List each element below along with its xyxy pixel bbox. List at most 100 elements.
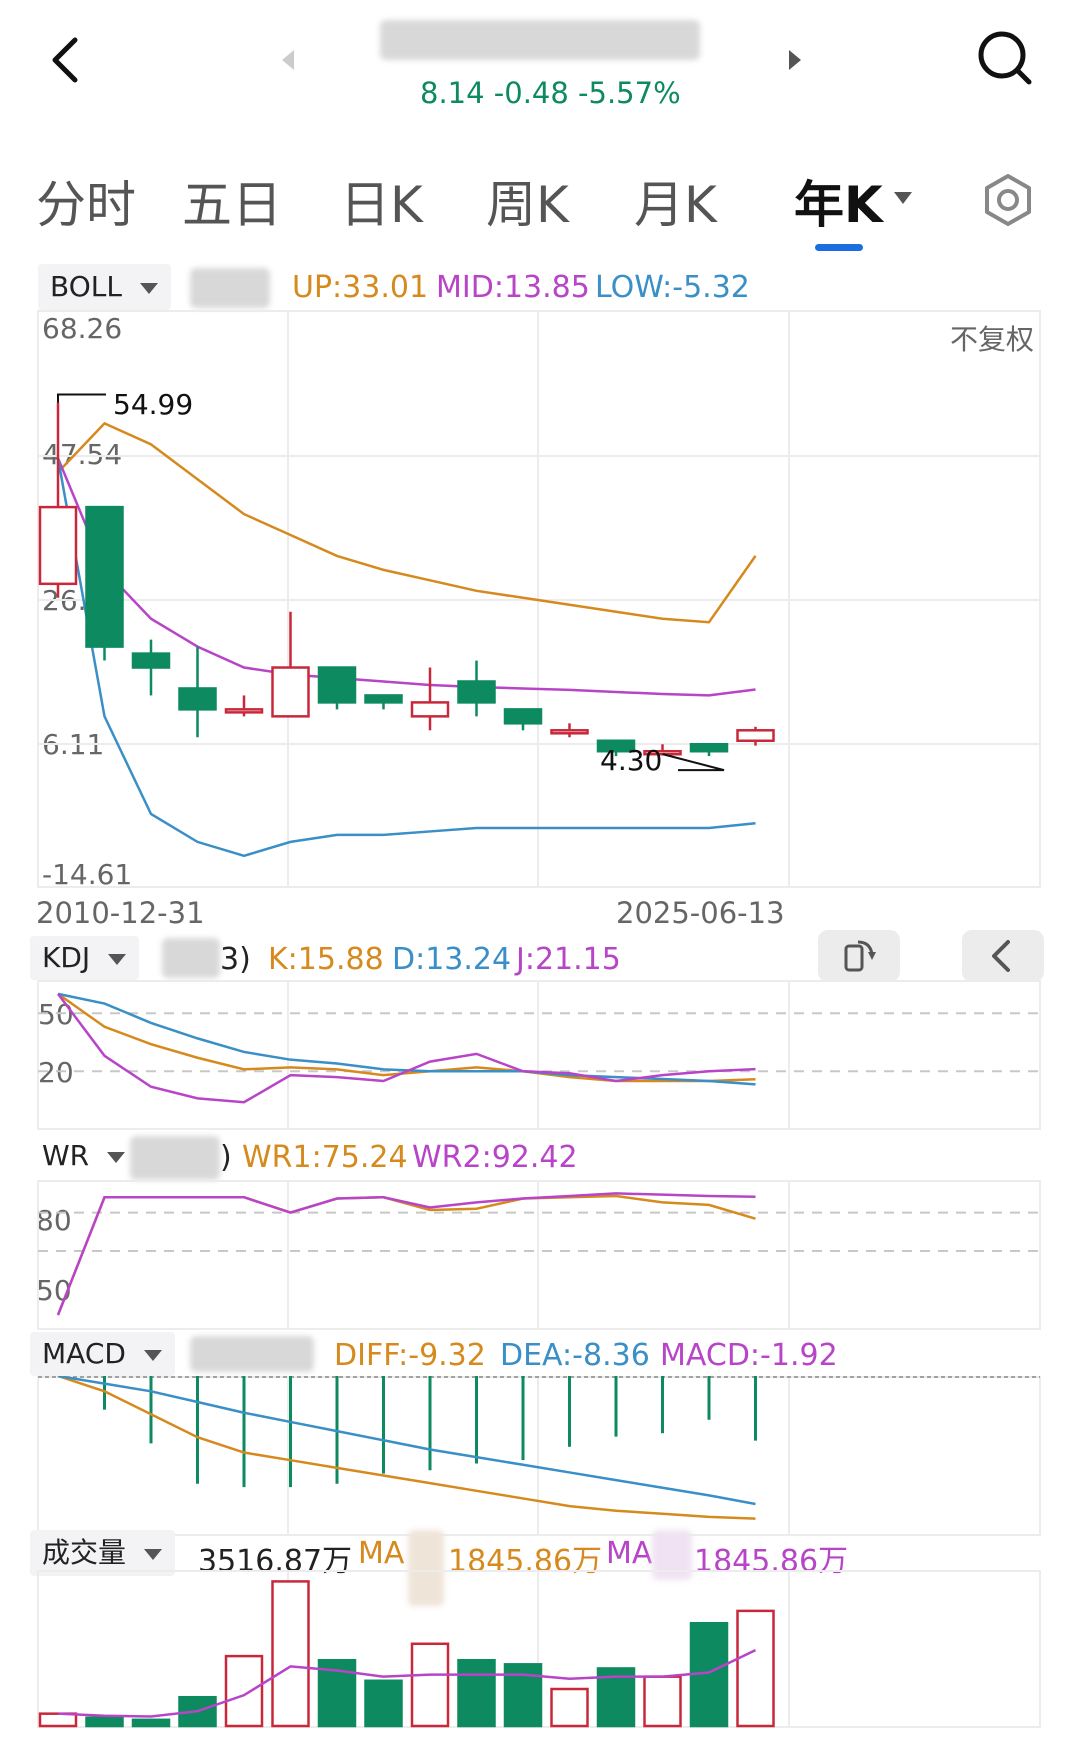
candle-body — [271, 666, 310, 718]
back-arrow-icon — [52, 37, 78, 83]
wr-y1: 80 — [36, 1204, 72, 1237]
volume-title: 成交量 — [42, 1536, 127, 1569]
kdj-j-line — [57, 993, 756, 1104]
candle-body — [131, 652, 171, 669]
kdj-j: J:21.15 — [516, 942, 621, 977]
volume-bar — [38, 1712, 78, 1728]
volume-bar — [271, 1580, 310, 1728]
volume-ma1: 1845.86万 — [448, 1544, 603, 1579]
candle-body — [736, 729, 775, 743]
tab-wuri[interactable]: 五日 — [182, 176, 282, 234]
high-marker-line — [57, 393, 106, 403]
price-change-line: 8.14 -0.48 -5.57% — [420, 76, 681, 110]
volume-indicator-selector[interactable]: 成交量 — [30, 1530, 175, 1576]
volume-bar — [410, 1642, 450, 1728]
boll-up-line — [57, 421, 757, 624]
next-stock-icon[interactable] — [785, 48, 805, 76]
rotate-icon — [844, 940, 876, 972]
search-button[interactable] — [975, 28, 1035, 88]
macd-diff: DIFF:-9.32 — [334, 1338, 486, 1373]
wr-y2: 50 — [36, 1274, 72, 1307]
volume-ma-line — [57, 1648, 757, 1718]
macd-diff-line — [57, 1376, 756, 1520]
candle-body — [38, 505, 78, 586]
macd-dea-line — [57, 1376, 756, 1506]
wr-param-tail: ) — [220, 1140, 232, 1175]
date-start: 2010-12-31 — [36, 896, 205, 930]
tab-niank[interactable]: 年K — [794, 176, 883, 234]
candle-body — [410, 701, 450, 718]
macd-indicator-selector[interactable]: MACD — [30, 1332, 175, 1376]
tab-dropdown-icon[interactable] — [892, 190, 914, 210]
candle-body — [457, 680, 496, 704]
kdj-y2: 20 — [38, 1056, 74, 1089]
volume-bar — [643, 1675, 682, 1728]
boll-y-bottom: -14.61 — [42, 858, 133, 891]
macd-title: MACD — [42, 1337, 126, 1370]
low-price-marker: 4.30 — [600, 744, 663, 777]
boll-mid: MID:13.85 — [436, 270, 590, 305]
tab-yuek[interactable]: 月K — [634, 176, 717, 234]
chevron-down-icon — [143, 1549, 162, 1560]
volume-chart[interactable] — [0, 1570, 1080, 1748]
wr-params-blurred — [130, 1136, 220, 1180]
wr-wr2: WR2:92.42 — [412, 1140, 578, 1175]
volume-ma1-param-blurred — [408, 1530, 444, 1606]
adjust-mode-label[interactable]: 不复权 — [950, 323, 1035, 356]
boll-low: LOW:-5.32 — [595, 270, 750, 305]
volume-bar — [131, 1718, 171, 1728]
search-icon — [978, 31, 1032, 85]
low-marker-line — [662, 753, 725, 772]
tab-rik[interactable]: 日K — [340, 176, 423, 234]
date-end: 2025-06-13 — [616, 896, 785, 930]
kdj-k: K:15.88 — [268, 942, 384, 977]
wr-chart[interactable] — [0, 1180, 1080, 1330]
kdj-indicator-selector[interactable]: KDJ — [30, 936, 140, 980]
back-button[interactable] — [40, 30, 100, 90]
boll-low-line — [56, 458, 756, 858]
volume-ma1-prefix: MA — [358, 1536, 405, 1571]
high-price-marker: 54.99 — [113, 388, 194, 421]
boll-y-top: 68.26 — [42, 312, 123, 345]
tab-fenshi[interactable]: 分时 — [36, 176, 136, 234]
macd-chart[interactable] — [0, 1376, 1080, 1536]
prev-stock-icon[interactable] — [278, 48, 298, 76]
candle-body — [596, 739, 636, 753]
rotate-screen-button[interactable] — [818, 930, 900, 982]
wr-title: WR — [42, 1139, 90, 1172]
volume-bar — [736, 1609, 775, 1728]
chevron-down-icon — [108, 954, 127, 965]
volume-bar — [550, 1687, 589, 1728]
boll-params-blurred — [190, 268, 270, 308]
wr-indicator-selector[interactable]: WR — [30, 1134, 138, 1178]
chart-settings-button[interactable] — [980, 172, 1036, 228]
kdj-d: D:13.24 — [392, 942, 512, 977]
volume-ma2: 1845.86万 — [694, 1544, 849, 1579]
macd-value: MACD:-1.92 — [660, 1338, 838, 1373]
kdj-title: KDJ — [42, 941, 91, 974]
volume-value: 3516.87万 — [198, 1544, 353, 1579]
wr2-line — [56, 1192, 756, 1316]
gear-icon — [985, 174, 1031, 226]
chevron-left-icon — [992, 940, 1010, 972]
kdj-y1: 50 — [38, 998, 74, 1031]
candle-body — [550, 729, 589, 735]
chevron-down-icon — [107, 1152, 126, 1163]
kdj-params-blurred — [162, 938, 220, 978]
volume-bar — [85, 1716, 124, 1728]
kdj-chart[interactable] — [0, 980, 1080, 1130]
collapse-panel-button[interactable] — [962, 930, 1044, 982]
wr-wr1: WR1:75.24 — [242, 1140, 408, 1175]
kdj-k-line — [57, 992, 756, 1083]
candle-body — [178, 687, 217, 711]
tab-zhouk[interactable]: 周K — [486, 176, 569, 234]
kline-main-chart[interactable] — [0, 310, 1080, 890]
candle-body — [85, 505, 124, 648]
boll-indicator-selector[interactable]: BOLL — [38, 264, 171, 310]
volume-ma2-prefix: MA — [606, 1536, 653, 1571]
chevron-down-icon — [143, 1350, 162, 1361]
volume-bar — [457, 1658, 496, 1728]
volume-bar — [224, 1654, 264, 1728]
boll-mid-line — [56, 457, 756, 697]
boll-y-2: 47.54 — [42, 438, 123, 471]
